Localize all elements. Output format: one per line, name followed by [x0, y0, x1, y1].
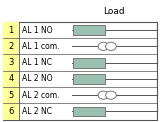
Text: Load: Load	[104, 7, 125, 16]
Text: AL 1 NO: AL 1 NO	[22, 26, 52, 35]
Bar	[3, 22, 157, 120]
Text: AL 1 com.: AL 1 com.	[22, 42, 59, 51]
Text: AL 2 NC: AL 2 NC	[22, 107, 52, 116]
Circle shape	[98, 42, 109, 50]
Bar	[3, 22, 19, 120]
Bar	[73, 58, 105, 67]
Text: AL 2 NO: AL 2 NO	[22, 74, 52, 83]
Text: 4: 4	[9, 74, 14, 83]
Circle shape	[106, 42, 116, 50]
Text: 3: 3	[8, 58, 14, 67]
Bar	[73, 107, 105, 116]
Circle shape	[98, 91, 109, 99]
Bar	[73, 74, 105, 84]
Text: 1: 1	[9, 26, 14, 35]
Text: AL 1 NC: AL 1 NC	[22, 58, 52, 67]
Circle shape	[106, 91, 116, 99]
Text: 6: 6	[8, 107, 14, 116]
Text: 5: 5	[9, 91, 14, 100]
Bar	[73, 25, 105, 35]
Text: 2: 2	[9, 42, 14, 51]
Text: AL 2 com.: AL 2 com.	[22, 91, 59, 100]
